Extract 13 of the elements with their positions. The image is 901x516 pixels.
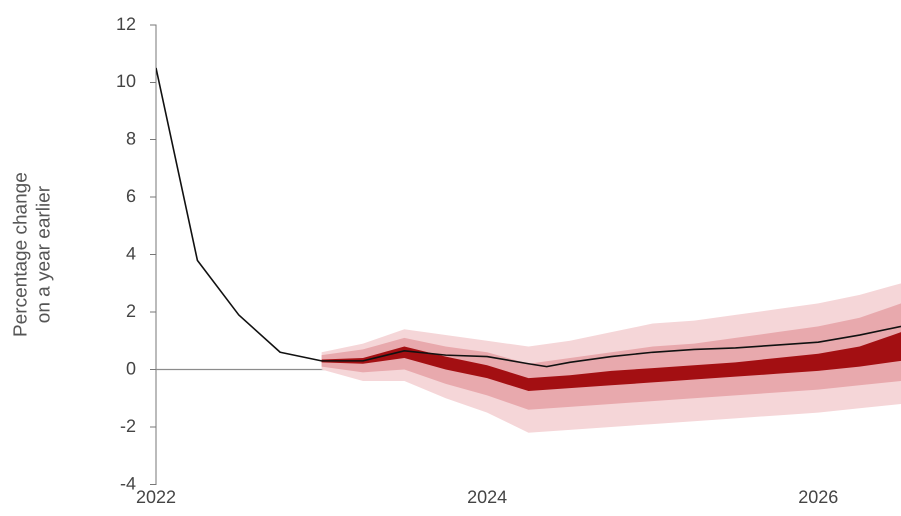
y-axis-title: Percentage change on a year earlier — [10, 172, 54, 337]
y-tick-label: 6 — [126, 186, 136, 206]
y-tick-label: 8 — [126, 128, 136, 149]
y-tick-label: 2 — [126, 301, 136, 322]
y-tick-label: 4 — [126, 244, 136, 264]
y-tick-label: -2 — [120, 416, 136, 436]
y-tick-label: -4 — [120, 473, 136, 494]
y-tick-label: 0 — [126, 358, 136, 378]
x-tick-label: 2026 — [798, 487, 838, 508]
x-tick-label: 2022 — [136, 487, 176, 508]
y-tick-label: 10 — [116, 71, 136, 92]
y-tick-label: 12 — [116, 14, 136, 34]
x-tick-label: 2024 — [467, 487, 508, 508]
